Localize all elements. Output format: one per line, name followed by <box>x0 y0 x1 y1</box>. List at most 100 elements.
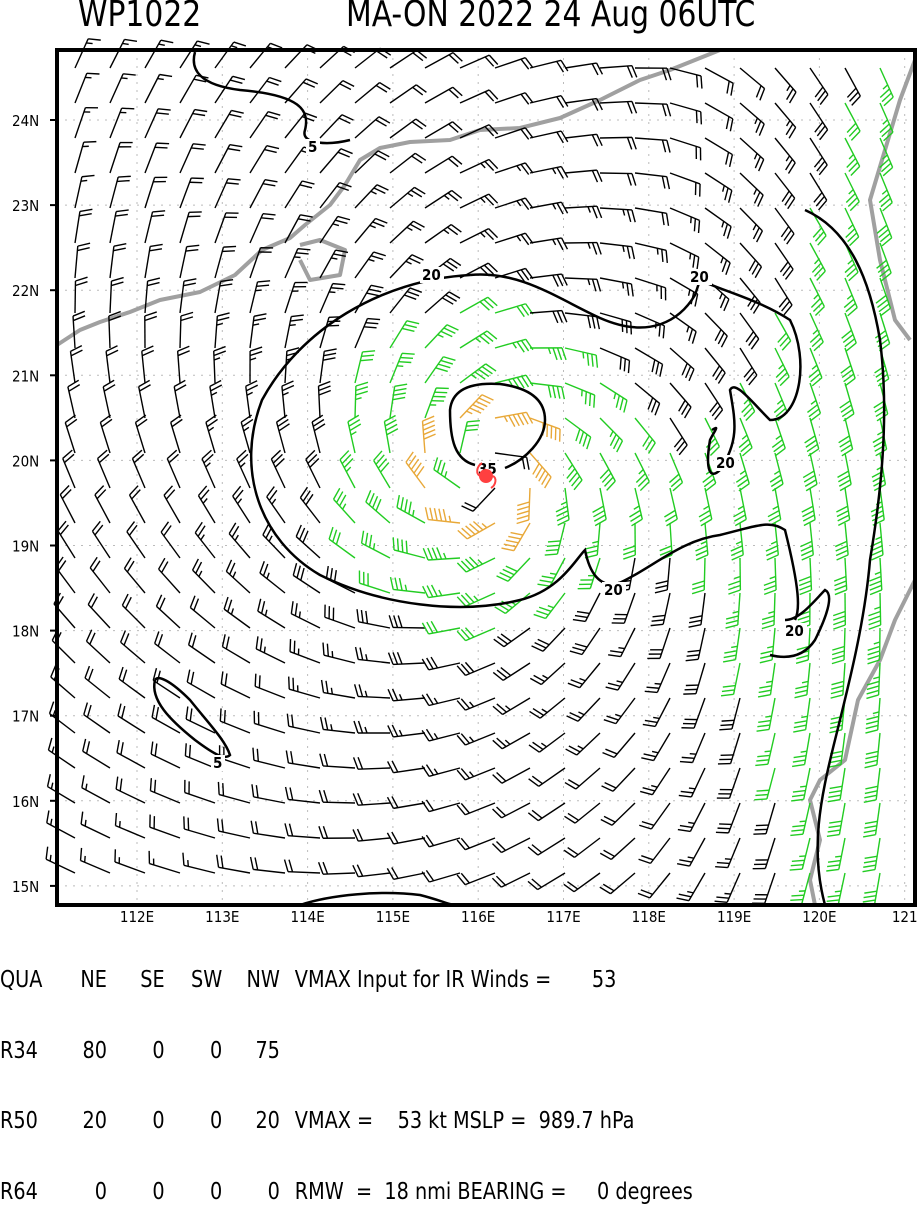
wind-barb <box>321 717 355 733</box>
wind-barb <box>319 862 355 874</box>
lon-label: 120E <box>802 908 836 926</box>
wind-barb <box>63 450 75 488</box>
wind-barb <box>250 214 276 243</box>
wind-barb <box>422 870 460 882</box>
wind-barb <box>355 83 390 103</box>
wind-barb <box>237 450 250 488</box>
wind-barb <box>110 74 136 103</box>
wind-barb <box>149 851 180 873</box>
wind-barb <box>422 694 460 706</box>
wind-barb <box>530 663 565 685</box>
wind-barb <box>145 75 172 103</box>
wind-barb <box>775 68 796 103</box>
lat-label: 23N <box>12 197 39 215</box>
wind-barb <box>677 873 705 901</box>
wind-barb <box>221 671 250 698</box>
wind-barb <box>323 643 355 663</box>
wind-barb <box>319 381 331 418</box>
wind-barb <box>715 873 740 902</box>
wind-barb <box>65 415 77 453</box>
wind-barb <box>718 733 740 764</box>
wind-barb <box>425 122 462 138</box>
table-row-r34: R34 80 0 0 75 <box>0 1040 693 1064</box>
wind-barb <box>880 68 893 106</box>
contour-20kt-main <box>251 275 798 620</box>
wind-barb <box>425 507 460 523</box>
wind-barb <box>497 558 530 581</box>
wind-barb <box>838 453 852 491</box>
wind-barb <box>719 698 740 730</box>
wind-barb <box>716 803 740 833</box>
wind-barb <box>206 415 218 453</box>
lat-label: 19N <box>12 538 39 556</box>
wind-barb <box>167 450 180 488</box>
wind-barb <box>434 457 460 488</box>
wind-barb <box>85 666 110 698</box>
wind-barb <box>705 173 732 203</box>
wind-barb <box>289 677 320 698</box>
wind-barb <box>528 838 565 855</box>
wind-barb <box>863 803 880 837</box>
wind-barb <box>285 113 317 138</box>
wind-barb <box>600 383 627 413</box>
wind-barb <box>254 711 285 733</box>
wind-barb <box>92 521 110 558</box>
wind-barb <box>532 628 565 651</box>
wind-barb <box>755 733 775 765</box>
wind-barb <box>528 803 565 821</box>
wind-barb <box>530 453 551 488</box>
wind-barb <box>752 873 775 903</box>
wind-barb <box>178 346 190 383</box>
wind-barb <box>366 490 390 523</box>
row-label: R50 <box>0 1110 42 1134</box>
wind-barb <box>826 873 845 906</box>
wind-barb <box>845 208 859 246</box>
wind-barb <box>790 803 810 835</box>
wind-barb <box>775 278 792 315</box>
wind-barb <box>115 849 145 873</box>
wind-barb <box>799 558 811 595</box>
wind-barbs <box>46 39 893 907</box>
wind-barb <box>145 211 165 243</box>
wind-barb <box>58 521 75 558</box>
wind-barb <box>600 348 629 373</box>
wind-barb <box>457 733 495 745</box>
wind-barb <box>153 668 180 698</box>
wind-barb <box>320 284 345 313</box>
cell: 0 <box>222 1181 280 1205</box>
wind-barb <box>425 156 462 173</box>
table-row-r50: R50 20 0 0 20 VMAX = 53 kt MSLP = 989.7 … <box>0 1110 693 1134</box>
wind-barb <box>457 838 495 850</box>
wind-barb <box>869 558 882 595</box>
wind-barb <box>95 486 110 523</box>
contour-5kt-south <box>154 678 230 757</box>
wind-barb <box>320 754 355 768</box>
wind-barb <box>530 698 565 718</box>
cell: 80 <box>42 1040 107 1064</box>
wind-barb <box>565 134 602 146</box>
wind-barb <box>180 212 202 243</box>
wind-barb <box>635 208 669 226</box>
wind-barb <box>374 451 390 488</box>
wind-barb <box>387 832 425 844</box>
wind-barb <box>390 288 422 313</box>
wind-barb <box>501 523 530 551</box>
wind-barb <box>319 826 355 838</box>
wind-barb <box>354 721 390 733</box>
wind-barb <box>119 667 145 698</box>
wind-barb <box>390 255 423 278</box>
wind-barb <box>362 531 390 558</box>
wind-barb <box>740 173 763 207</box>
wind-barb <box>106 346 118 383</box>
wind-barb <box>75 142 96 173</box>
wind-barb <box>117 740 145 768</box>
wind-barb <box>844 278 857 316</box>
wind-barb <box>229 523 250 558</box>
wind-barb <box>681 698 705 728</box>
wind-barb <box>758 663 775 697</box>
wind-barb <box>834 558 846 595</box>
vmax-ir-value: 53 <box>551 969 616 993</box>
wind-barb <box>832 628 845 664</box>
wind-barb <box>185 780 215 803</box>
wind-barb <box>263 524 285 558</box>
